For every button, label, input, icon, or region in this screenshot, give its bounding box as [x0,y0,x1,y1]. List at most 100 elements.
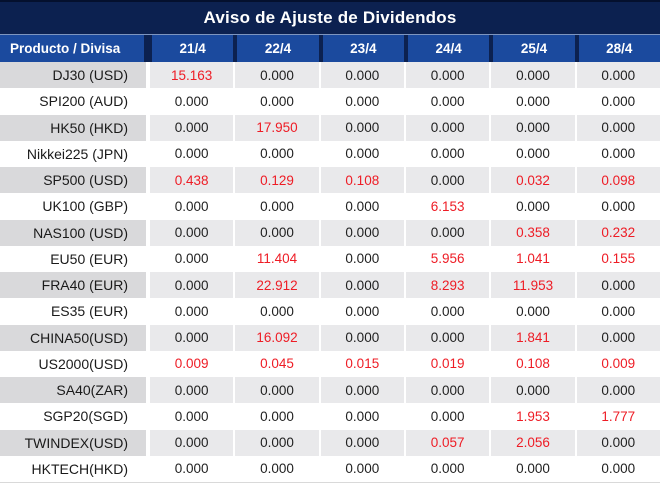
product-cell: CHINA50(USD) [0,324,148,351]
column-header-date: 21/4 [148,35,234,62]
title-bar: Aviso de Ajuste de Dividendos [0,0,660,35]
product-cell: US2000(USD) [0,350,148,377]
dividend-value-cell: 0.045 [233,350,318,377]
table-row: SGP20(SGD) 0.000 0.000 0.000 0.000 1.953 1.777 [0,403,660,430]
dividend-value-cell: 0.000 [233,377,319,404]
dividend-value-cell: 0.000 [318,272,404,299]
dividend-value-cell: 0.000 [574,62,660,89]
dividend-value-cell: 0.000 [148,114,234,141]
table-row: NAS100 (USD) 0.000 0.000 0.000 0.000 0.358 0.2… [0,219,660,246]
dividend-value-cell: 0.000 [403,324,490,351]
dividend-value-cell: 0.000 [148,298,233,325]
dividend-value-cell: 0.000 [403,403,489,430]
dividend-value-cell: 0.000 [574,455,660,482]
table-body: DJ30 (USD) 15.163 0.000 0.000 0.000 0.000 0.00… [0,62,660,482]
dividend-value-cell: 0.000 [233,219,319,246]
dividend-value-cell: 0.000 [574,272,660,299]
product-cell: HKTECH(HKD) [0,455,148,482]
dividend-value-cell: 0.000 [403,88,489,115]
dividend-value-cell: 0.000 [403,62,490,89]
dividend-value-cell: 0.000 [403,167,490,194]
table-row: US2000(USD) 0.009 0.045 0.015 0.019 0.108 0.00… [0,350,660,377]
dividend-value-cell: 0.000 [403,377,490,404]
dividend-value-cell: 0.000 [148,88,233,115]
page-title: Aviso de Ajuste de Dividendos [203,8,457,27]
dividend-value-cell: 0.000 [403,455,489,482]
table-row: SA40(ZAR) 0.000 0.000 0.000 0.000 0.000 0.000 [0,377,660,404]
dividend-value-cell: 0.057 [403,429,490,456]
dividend-value-cell: 0.000 [318,324,404,351]
dividend-value-cell: 0.358 [489,219,575,246]
dividend-value-cell: 0.000 [148,219,234,246]
dividend-value-cell: 1.041 [489,245,574,272]
dividend-value-cell: 0.015 [318,350,404,377]
table-row: CHINA50(USD) 0.000 16.092 0.000 0.000 1.841 0.… [0,324,660,351]
dividend-value-cell: 0.098 [574,167,660,194]
dividend-value-cell: 0.000 [574,88,660,115]
column-header-date: 23/4 [318,35,404,62]
dividend-value-cell: 0.000 [489,455,574,482]
dividend-value-cell: 11.953 [489,272,575,299]
dividend-value-cell: 0.000 [574,114,660,141]
product-cell: SA40(ZAR) [0,377,148,404]
product-cell: FRA40 (EUR) [0,272,148,299]
table-row: Nikkei225 (JPN) 0.000 0.000 0.000 0.000 0.000… [0,140,660,167]
column-header-date: 28/4 [574,35,660,62]
dividend-value-cell: 0.000 [148,245,233,272]
dividend-value-cell: 0.000 [148,324,234,351]
dividend-value-cell: 0.000 [148,193,233,220]
dividend-value-cell: 1.953 [489,403,574,430]
dividend-value-cell: 0.000 [233,455,318,482]
dividend-value-cell: 0.000 [233,429,319,456]
dividend-value-cell: 0.000 [574,429,660,456]
product-cell: UK100 (GBP) [0,193,148,220]
dividend-value-cell: 0.032 [489,167,575,194]
dividend-value-cell: 0.000 [318,88,404,115]
dividend-value-cell: 0.000 [318,62,404,89]
column-header-date: 22/4 [233,35,319,62]
dividend-value-cell: 0.000 [489,193,574,220]
dividend-value-cell: 0.000 [403,114,490,141]
dividend-value-cell: 0.000 [574,140,660,167]
dividend-value-cell: 15.163 [148,62,234,89]
product-cell: EU50 (EUR) [0,245,148,272]
dividend-value-cell: 8.293 [403,272,490,299]
dividend-value-cell: 0.000 [574,193,660,220]
dividend-value-cell: 0.000 [489,140,574,167]
dividend-value-cell: 1.841 [489,324,575,351]
dividend-value-cell: 0.000 [233,140,318,167]
dividend-value-cell: 0.000 [318,140,404,167]
dividend-value-cell: 0.000 [148,272,234,299]
dividend-value-cell: 16.092 [233,324,319,351]
table-row: SP500 (USD) 0.438 0.129 0.108 0.000 0.032 0.09… [0,167,660,194]
column-header-date: 24/4 [403,35,490,62]
dividend-value-cell: 0.000 [233,193,318,220]
product-cell: SGP20(SGD) [0,403,148,430]
dividend-value-cell: 0.108 [489,350,574,377]
table-row: ES35 (EUR) 0.000 0.000 0.000 0.000 0.000 0.000 [0,298,660,325]
dividend-value-cell: 0.000 [574,324,660,351]
dividend-value-cell: 0.155 [574,245,660,272]
dividend-value-cell: 0.000 [489,62,575,89]
dividend-value-cell: 0.000 [403,140,489,167]
dividend-value-cell: 0.000 [318,219,404,246]
dividend-value-cell: 0.000 [318,455,404,482]
dividend-value-cell: 0.000 [148,403,233,430]
dividend-value-cell: 6.153 [403,193,489,220]
product-cell: TWINDEX(USD) [0,429,148,456]
dividend-value-cell: 0.000 [148,455,233,482]
table-header-row: Producto / Divisa 21/4 22/4 23/4 24/4 25/4 28… [0,35,660,62]
product-cell: SPI200 (AUD) [0,88,148,115]
product-cell: Nikkei225 (JPN) [0,140,148,167]
dividend-value-cell: 0.000 [233,88,318,115]
dividend-value-cell: 0.000 [489,298,574,325]
product-cell: ES35 (EUR) [0,298,148,325]
dividend-value-cell: 0.232 [574,219,660,246]
dividend-value-cell: 0.000 [489,377,575,404]
dividend-value-cell: 0.009 [148,350,233,377]
dividend-value-cell: 0.000 [318,403,404,430]
dividend-value-cell: 0.000 [318,245,404,272]
dividend-value-cell: 0.000 [318,193,404,220]
dividend-value-cell: 22.912 [233,272,319,299]
